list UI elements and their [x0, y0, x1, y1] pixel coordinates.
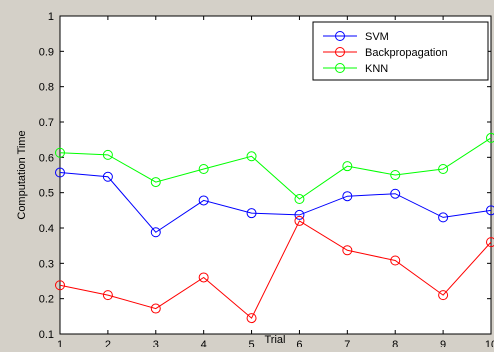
legend-label-svm: SVM: [365, 31, 389, 43]
y-tick-label: 0.9: [39, 46, 54, 58]
y-tick-label: 0.6: [39, 152, 54, 164]
x-tick-label: 1: [57, 339, 63, 347]
y-tick-label: 0.1: [39, 329, 54, 341]
x-tick-label: 8: [392, 339, 398, 347]
y-tick-label: 1: [48, 11, 54, 23]
x-tick-label: 4: [201, 339, 207, 347]
y-axis-label: Computation Time: [16, 130, 28, 219]
legend-label-knn: KNN: [365, 63, 388, 75]
x-tick-label: 3: [153, 339, 159, 347]
x-tick-label: 2: [105, 339, 111, 347]
x-axis-label: Trial: [265, 334, 286, 346]
x-tick-label: 10: [485, 339, 494, 347]
y-tick-label: 0.8: [39, 82, 54, 94]
x-tick-label: 6: [296, 339, 302, 347]
x-tick-label: 9: [440, 339, 446, 347]
y-tick-label: 0.2: [39, 294, 54, 306]
y-tick-label: 0.7: [39, 117, 54, 129]
x-tick-label: 7: [344, 339, 350, 347]
x-tick-label: 5: [248, 339, 254, 347]
y-tick-label: 0.5: [39, 188, 54, 200]
y-tick-label: 0.3: [39, 258, 54, 270]
y-tick-label: 0.4: [39, 223, 54, 235]
legend-label-backpropagation: Backpropagation: [365, 47, 448, 59]
